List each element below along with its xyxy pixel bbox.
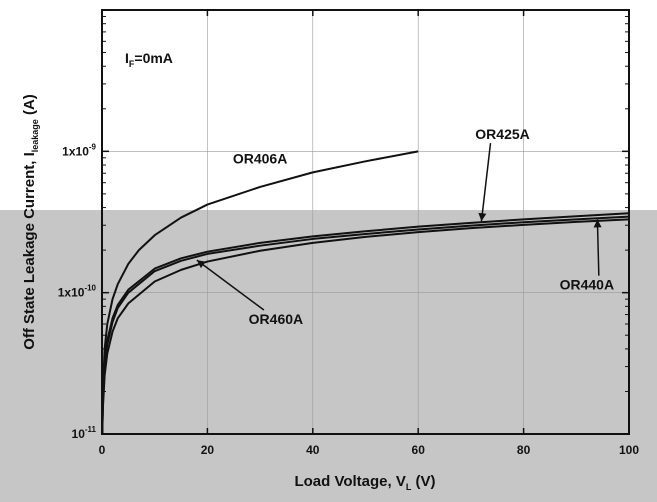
series-arrow-or460a xyxy=(196,259,265,311)
x-axis-title-sub: L xyxy=(406,482,412,492)
x-axis-title-main: Load Voltage, V xyxy=(294,473,405,490)
series-label-or406a: OR406A xyxy=(233,151,287,167)
series-label-or440a: OR440A xyxy=(560,277,614,293)
series-line-or460a xyxy=(101,218,630,435)
series-arrow-or425a xyxy=(480,143,492,222)
x-tick-label: 80 xyxy=(517,443,531,457)
series-arrowhead-or425a xyxy=(478,212,487,222)
condition-annotation-sub: F xyxy=(129,59,135,69)
condition-annotation: IF=0mA xyxy=(125,50,173,69)
x-tick-label: 20 xyxy=(201,443,215,457)
background-lower xyxy=(0,210,657,502)
series-label-or425a: OR425A xyxy=(475,126,529,142)
x-axis-title: Load Voltage, VL (V) xyxy=(294,473,435,492)
plot-frame xyxy=(101,9,630,435)
x-tick-label: 60 xyxy=(412,443,426,457)
condition-annotation-main: I xyxy=(125,50,129,66)
y-axis-title-main: Off State Leakage Current, I xyxy=(21,152,38,350)
y-tick-label: 1x10-9 xyxy=(62,142,96,158)
series-label-or460a: OR460A xyxy=(249,311,303,327)
series-arrow-or440a xyxy=(596,219,600,276)
series-arrowhead-or440a xyxy=(593,219,602,228)
label-layer: OR406A OR425A OR440A OR460A xyxy=(196,126,614,327)
x-tick-label: 100 xyxy=(619,443,639,457)
y-axis-title-sub: leakage xyxy=(30,119,40,152)
x-tick-label: 40 xyxy=(306,443,320,457)
x-axis-title-unit: (V) xyxy=(411,473,435,490)
x-tick-label: 0 xyxy=(99,443,106,457)
tick-layer: 0 20 40 60 80 100 10-11 1x10-10 1x10-9 xyxy=(58,10,639,457)
y-tick-label: 10-11 xyxy=(72,425,97,441)
series-arrowhead-or460a xyxy=(196,260,206,269)
series-layer xyxy=(101,150,630,435)
y-axis-title: Off State Leakage Current, Ileakage (A) xyxy=(21,94,40,350)
y-axis-title-unit: (A) xyxy=(21,94,38,119)
condition-annotation-rest: =0mA xyxy=(134,50,173,66)
y-tick-label: 1x10-10 xyxy=(58,284,97,300)
